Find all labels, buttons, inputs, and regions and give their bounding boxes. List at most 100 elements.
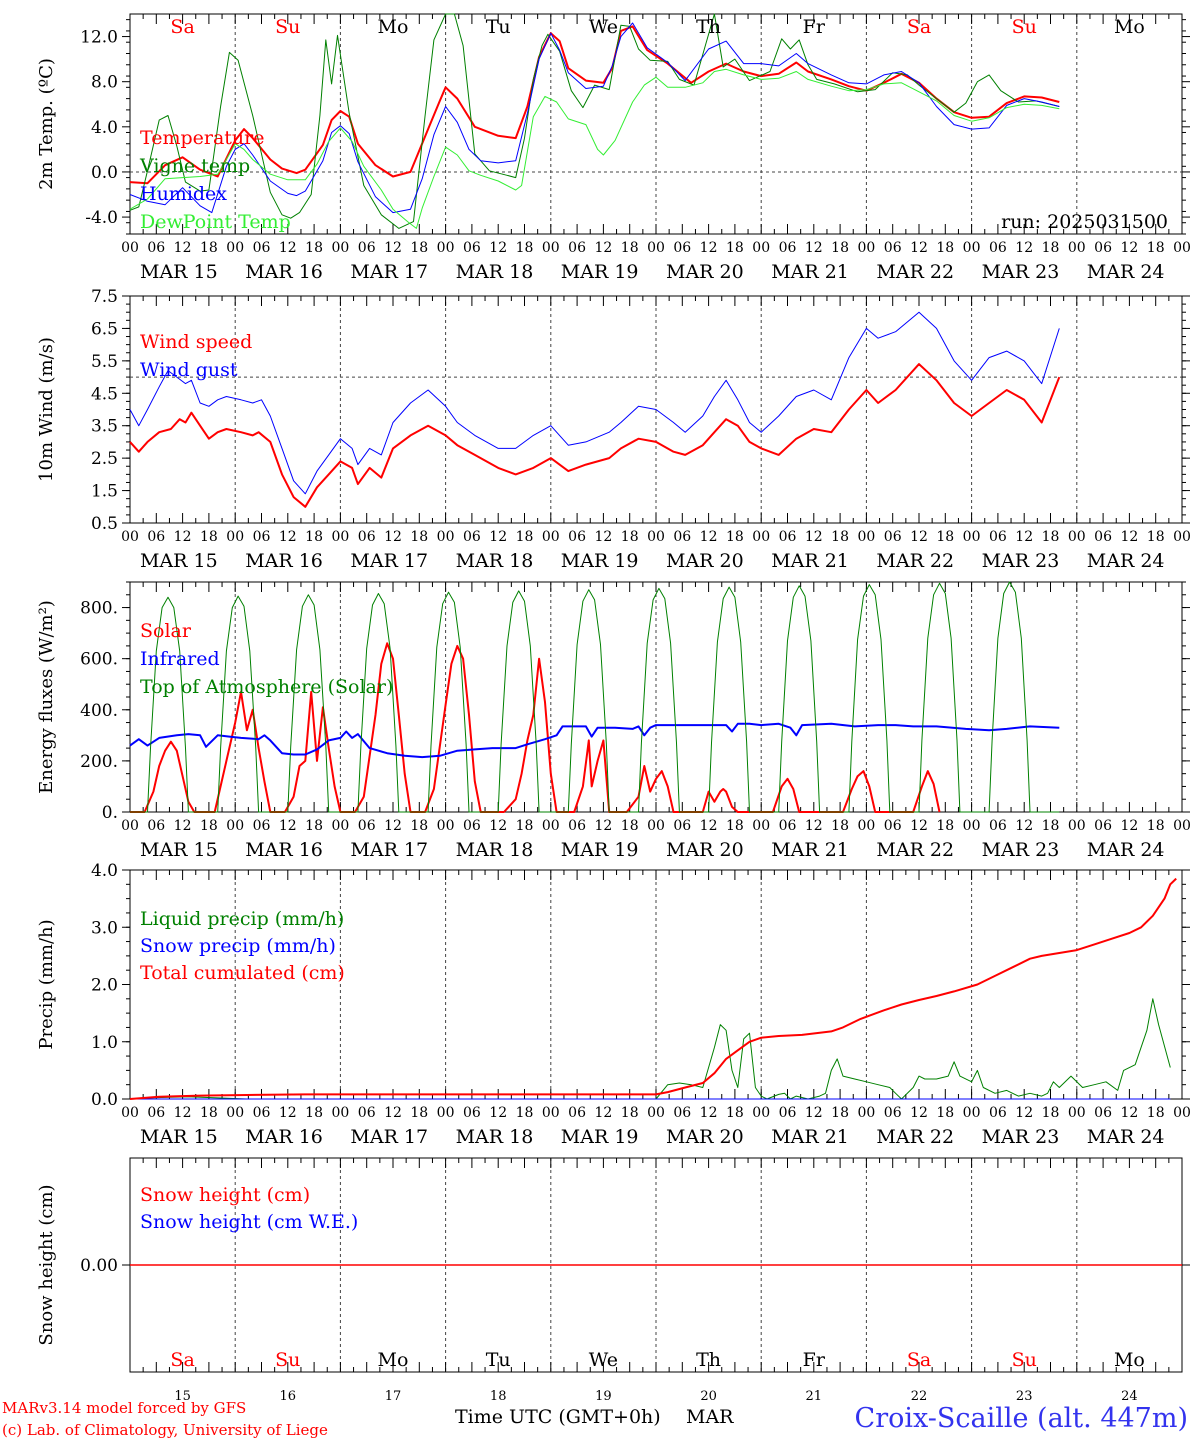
weekday-label-top: Tu (486, 16, 511, 38)
x-tick-label: 18 (200, 529, 218, 545)
x-tick-label: 06 (253, 1105, 271, 1121)
x-tick-label: 12 (700, 529, 718, 545)
x-tick-label: 18 (936, 818, 954, 834)
x-tick-label: 12 (489, 529, 507, 545)
date-label: MAR 19 (561, 261, 639, 283)
x-tick-label: 00 (647, 240, 665, 256)
x-tick-label: 12 (174, 529, 192, 545)
x-tick-label: 12 (1120, 529, 1138, 545)
x-tick-label: 18 (516, 240, 534, 256)
legend-entry: Solar (140, 620, 192, 642)
x-tick-label: 18 (305, 818, 323, 834)
date-label: MAR 17 (350, 261, 428, 283)
x-tick-label: 18 (410, 818, 428, 834)
day-number-label: 20 (700, 1389, 717, 1404)
x-tick-label: 06 (147, 240, 165, 256)
x-tick-label: 06 (1094, 1105, 1112, 1121)
credit-line-1: MARv3.14 model forced by GFS (2, 1399, 246, 1417)
x-tick-label: 12 (594, 529, 612, 545)
x-tick-label: 18 (1042, 529, 1060, 545)
series-line-total-cumulated-cm- (129, 877, 1177, 1100)
x-tick-label: 06 (1094, 529, 1112, 545)
x-tick-label: 18 (621, 818, 639, 834)
day-number-label: 21 (806, 1389, 823, 1404)
x-tick-label: 18 (1042, 818, 1060, 834)
x-tick-label: 12 (279, 1105, 297, 1121)
date-label: MAR 15 (140, 261, 218, 283)
station-title: Croix-Scaille (alt. 447m) (855, 1403, 1188, 1434)
y-tick-label: 3.0 (91, 918, 118, 938)
x-tick-label: 12 (279, 240, 297, 256)
x-tick-label: 00 (121, 818, 139, 834)
series-line-dewpoint-temp (129, 68, 1060, 229)
date-label: MAR 17 (350, 839, 428, 861)
x-tick-label: 12 (489, 240, 507, 256)
y-tick-label: 2.0 (91, 976, 118, 996)
x-tick-label: 18 (305, 529, 323, 545)
x-tick-label: 00 (226, 529, 244, 545)
run-label: run: 2025031500 (1001, 211, 1168, 233)
x-tick-label: 18 (410, 1105, 428, 1121)
legend-entry: Liquid precip (mm/h) (140, 908, 344, 930)
x-tick-label: 06 (884, 529, 902, 545)
y-tick-label: 0.0 (91, 163, 118, 183)
x-tick-label: 00 (226, 818, 244, 834)
y-tick-label: 7.5 (91, 287, 118, 307)
x-tick-label: 00 (752, 240, 770, 256)
x-tick-label: 12 (594, 240, 612, 256)
x-tick-label: 00 (226, 1105, 244, 1121)
date-label: MAR 24 (1087, 839, 1165, 861)
x-tick-label: 06 (147, 1105, 165, 1121)
x-tick-label: 12 (700, 240, 718, 256)
x-tick-label: 00 (226, 240, 244, 256)
x-tick-label: 00 (331, 240, 349, 256)
x-tick-label: 18 (200, 1105, 218, 1121)
x-tick-label: 00 (963, 818, 981, 834)
x-tick-label: 12 (700, 818, 718, 834)
x-tick-label: 00 (542, 818, 560, 834)
x-tick-label: 12 (1120, 818, 1138, 834)
legend-entry: Snow height (cm W.E.) (140, 1211, 358, 1233)
x-tick-label: 18 (726, 1105, 744, 1121)
legend-entry: DewPoint Temp (140, 211, 291, 233)
x-tick-label: 12 (1015, 818, 1033, 834)
x-tick-label: 12 (384, 240, 402, 256)
x-tick-label: 18 (621, 1105, 639, 1121)
x-tick-label: 00 (647, 818, 665, 834)
day-number-label: 18 (490, 1389, 507, 1404)
date-label: MAR 24 (1087, 261, 1165, 283)
x-tick-label: 06 (463, 818, 481, 834)
x-tick-label: 00 (857, 529, 875, 545)
legend-entry: Temperature (140, 127, 264, 149)
x-tick-label: 18 (200, 818, 218, 834)
x-tick-label: 12 (594, 1105, 612, 1121)
x-tick-label: 06 (463, 529, 481, 545)
y-axis-title: Precip (mm/h) (36, 919, 57, 1049)
x-tick-label: 00 (752, 818, 770, 834)
x-tick-label: 06 (1094, 818, 1112, 834)
panel-1 (122, 13, 1190, 235)
y-axis-title: Snow height (cm) (36, 1184, 57, 1345)
x-tick-label: 06 (673, 818, 691, 834)
date-label: MAR 22 (876, 550, 954, 572)
date-label: MAR 18 (456, 1126, 534, 1148)
legend-entry: Vigne temp (139, 155, 250, 177)
x-tick-label: 00 (1173, 1105, 1191, 1121)
weekday-label-bottom: Th (696, 1349, 721, 1371)
x-tick-label: 00 (331, 818, 349, 834)
y-tick-label: 400. (80, 701, 118, 721)
x-tick-label: 06 (779, 529, 797, 545)
day-number-label: 23 (1016, 1389, 1033, 1404)
x-tick-label: 12 (1015, 240, 1033, 256)
weekday-label-top: Su (1012, 16, 1037, 38)
date-label: MAR 20 (666, 1126, 744, 1148)
x-tick-label: 00 (1173, 240, 1191, 256)
y-tick-label: 600. (80, 650, 118, 670)
panel-4 (122, 869, 1190, 1100)
y-tick-label: 4.0 (91, 118, 118, 138)
y-tick-label: -4.0 (85, 208, 118, 228)
x-tick-label: 06 (989, 1105, 1007, 1121)
x-tick-label: 06 (463, 1105, 481, 1121)
